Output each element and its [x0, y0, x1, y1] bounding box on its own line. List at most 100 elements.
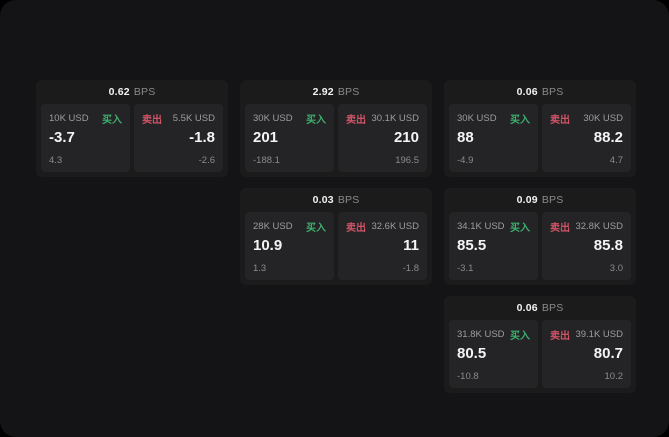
card-body: 31.8K USD 买入 80.5 -10.8 卖出 39.1K USD 80.…	[449, 320, 631, 388]
sell-size-label: 32.8K USD	[575, 221, 623, 232]
sell-price: 11	[403, 237, 419, 254]
buy-label: 买入	[510, 115, 530, 126]
buy-tile[interactable]: 10K USD 买入 -3.7 4.3	[41, 104, 130, 172]
sell-tile[interactable]: 卖出 39.1K USD 80.7 10.2	[542, 320, 631, 388]
buy-size-label: 31.8K USD	[457, 329, 505, 340]
sell-delta: 4.7	[609, 155, 623, 166]
bps-unit: BPS	[133, 86, 156, 98]
sell-tile[interactable]: 卖出 5.5K USD -1.8 -2.6	[134, 104, 223, 172]
bps-value: 0.62	[108, 86, 130, 98]
card-header: 0.09 BPS	[449, 188, 631, 212]
card-body: 30K USD 买入 88 -4.9 卖出 30K USD 88.2 4.7	[449, 104, 631, 172]
tile-top: 卖出 30.1K USD	[346, 111, 419, 126]
buy-size-label: 28K USD	[253, 221, 293, 232]
tile-top: 卖出 32.8K USD	[550, 219, 623, 234]
tile-top: 卖出 30K USD	[550, 111, 623, 126]
sell-price: 210	[393, 129, 419, 146]
sell-label: 卖出	[550, 223, 570, 234]
quote-card: 2.92 BPS 30K USD 买入 201 -188.1 卖出 30.1K …	[240, 80, 432, 177]
card-body: 28K USD 买入 10.9 1.3 卖出 32.6K USD 11 -1.8	[245, 212, 427, 280]
buy-tile[interactable]: 30K USD 买入 88 -4.9	[449, 104, 538, 172]
buy-price: 10.9	[253, 237, 283, 254]
sell-size-label: 30.1K USD	[371, 113, 419, 124]
sell-tile[interactable]: 卖出 32.6K USD 11 -1.8	[338, 212, 427, 280]
quote-card: 0.09 BPS 34.1K USD 买入 85.5 -3.1 卖出 32.8K…	[444, 188, 636, 285]
card-header: 2.92 BPS	[245, 80, 427, 104]
bps-value: 0.09	[516, 194, 538, 206]
sell-size-label: 30K USD	[583, 113, 623, 124]
buy-delta: -188.1	[253, 155, 280, 166]
buy-tile[interactable]: 28K USD 买入 10.9 1.3	[245, 212, 334, 280]
sell-tile[interactable]: 卖出 30.1K USD 210 196.5	[338, 104, 427, 172]
card-body: 34.1K USD 买入 85.5 -3.1 卖出 32.8K USD 85.8…	[449, 212, 631, 280]
quote-cards-grid: 0.62 BPS 10K USD 买入 -3.7 4.3 卖出 5.5K USD	[36, 80, 636, 393]
bps-unit: BPS	[337, 194, 360, 206]
buy-label: 买入	[510, 331, 530, 342]
buy-size-label: 30K USD	[457, 113, 497, 124]
bps-unit: BPS	[541, 302, 564, 314]
buy-tile[interactable]: 34.1K USD 买入 85.5 -3.1	[449, 212, 538, 280]
tile-top: 卖出 5.5K USD	[142, 111, 215, 126]
card-body: 30K USD 买入 201 -188.1 卖出 30.1K USD 210 1…	[245, 104, 427, 172]
bps-unit: BPS	[337, 86, 360, 98]
sell-delta: 10.2	[604, 371, 624, 382]
tile-top: 30K USD 买入	[253, 111, 326, 126]
bps-value: 2.92	[312, 86, 334, 98]
buy-size-label: 34.1K USD	[457, 221, 505, 232]
buy-price: 201	[253, 129, 279, 146]
tile-top: 30K USD 买入	[457, 111, 530, 126]
buy-label: 买入	[510, 223, 530, 234]
sell-price: 88.2	[593, 129, 623, 146]
sell-label: 卖出	[346, 115, 366, 126]
quote-card: 0.62 BPS 10K USD 买入 -3.7 4.3 卖出 5.5K USD	[36, 80, 228, 177]
sell-price: 85.8	[593, 237, 623, 254]
card-header: 0.03 BPS	[245, 188, 427, 212]
bps-value: 0.03	[312, 194, 334, 206]
buy-delta: -3.1	[457, 263, 474, 274]
buy-size-label: 30K USD	[253, 113, 293, 124]
card-body: 10K USD 买入 -3.7 4.3 卖出 5.5K USD -1.8 -2.…	[41, 104, 223, 172]
bps-unit: BPS	[541, 86, 564, 98]
sell-size-label: 5.5K USD	[172, 113, 215, 124]
sell-price: -1.8	[189, 129, 215, 146]
sell-label: 卖出	[550, 331, 570, 342]
tile-top: 10K USD 买入	[49, 111, 122, 126]
quote-card: 0.06 BPS 31.8K USD 买入 80.5 -10.8 卖出 39.1…	[444, 296, 636, 393]
buy-delta: 4.3	[49, 155, 63, 166]
buy-tile[interactable]: 30K USD 买入 201 -188.1	[245, 104, 334, 172]
buy-label: 买入	[306, 223, 326, 234]
sell-price: 80.7	[593, 345, 623, 362]
buy-label: 买入	[102, 115, 122, 126]
card-header: 0.06 BPS	[449, 296, 631, 320]
sell-label: 卖出	[142, 115, 162, 126]
tile-top: 31.8K USD 买入	[457, 327, 530, 342]
buy-price: -3.7	[49, 129, 75, 146]
bps-value: 0.06	[516, 86, 538, 98]
tile-top: 卖出 32.6K USD	[346, 219, 419, 234]
sell-delta: -1.8	[402, 263, 419, 274]
buy-label: 买入	[306, 115, 326, 126]
buy-price: 88	[457, 129, 474, 146]
sell-delta: 3.0	[609, 263, 623, 274]
sell-tile[interactable]: 卖出 30K USD 88.2 4.7	[542, 104, 631, 172]
buy-size-label: 10K USD	[49, 113, 89, 124]
sell-label: 卖出	[550, 115, 570, 126]
tile-top: 28K USD 买入	[253, 219, 326, 234]
buy-delta: 1.3	[253, 263, 267, 274]
sell-label: 卖出	[346, 223, 366, 234]
card-header: 0.06 BPS	[449, 80, 631, 104]
sell-tile[interactable]: 卖出 32.8K USD 85.8 3.0	[542, 212, 631, 280]
sell-delta: -2.6	[198, 155, 215, 166]
sell-delta: 196.5	[395, 155, 419, 166]
buy-price: 80.5	[457, 345, 487, 362]
card-header: 0.62 BPS	[41, 80, 223, 104]
sell-size-label: 39.1K USD	[575, 329, 623, 340]
buy-tile[interactable]: 31.8K USD 买入 80.5 -10.8	[449, 320, 538, 388]
quote-card: 0.06 BPS 30K USD 买入 88 -4.9 卖出 30K USD	[444, 80, 636, 177]
sell-size-label: 32.6K USD	[371, 221, 419, 232]
buy-price: 85.5	[457, 237, 487, 254]
bps-unit: BPS	[541, 194, 564, 206]
buy-delta: -4.9	[457, 155, 474, 166]
tile-top: 34.1K USD 买入	[457, 219, 530, 234]
bps-value: 0.06	[516, 302, 538, 314]
